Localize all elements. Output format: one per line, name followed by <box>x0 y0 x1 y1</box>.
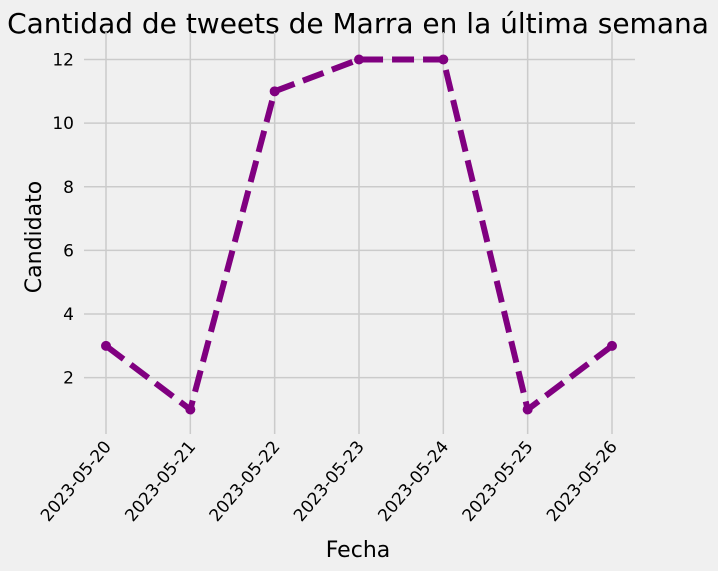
series <box>101 54 617 415</box>
x-tick-label: 2023-05-23 <box>290 437 369 526</box>
chart-title: Cantidad de tweets de Marra en la última… <box>7 7 709 40</box>
y-tick-label: 2 <box>63 369 74 389</box>
x-tick-label: 2023-05-25 <box>459 437 538 526</box>
grid <box>84 32 635 434</box>
y-axis-label: Candidato <box>22 181 47 293</box>
x-tick-label: 2023-05-20 <box>37 437 116 526</box>
y-axis-ticks: 2 4 6 8 10 12 <box>52 51 74 389</box>
x-tick-label: 2023-05-21 <box>121 437 200 526</box>
data-point <box>438 54 449 65</box>
data-point <box>607 340 617 351</box>
data-point <box>522 404 533 415</box>
x-axis-label: Fecha <box>326 538 391 563</box>
y-tick-label: 12 <box>52 51 74 71</box>
data-point <box>101 340 111 351</box>
data-point <box>269 86 280 97</box>
x-tick-label: 2023-05-22 <box>206 437 285 526</box>
y-tick-label: 6 <box>63 241 74 261</box>
x-tick-label: 2023-05-24 <box>374 437 453 526</box>
x-tick-label: 2023-05-26 <box>543 437 622 526</box>
data-point <box>185 404 196 415</box>
y-tick-label: 4 <box>63 305 74 325</box>
y-tick-label: 8 <box>63 178 74 198</box>
x-axis-ticks: 2023-05-20 2023-05-21 2023-05-22 2023-05-23… <box>37 437 622 526</box>
data-point <box>354 54 364 65</box>
y-tick-label: 10 <box>52 114 74 134</box>
